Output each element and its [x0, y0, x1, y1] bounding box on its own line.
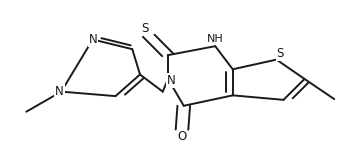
Text: N: N — [88, 33, 97, 46]
Text: N: N — [167, 74, 175, 87]
Text: NH: NH — [207, 34, 224, 45]
Text: N: N — [55, 85, 64, 98]
Text: S: S — [141, 22, 149, 35]
Text: S: S — [276, 47, 284, 60]
Text: O: O — [177, 130, 187, 143]
